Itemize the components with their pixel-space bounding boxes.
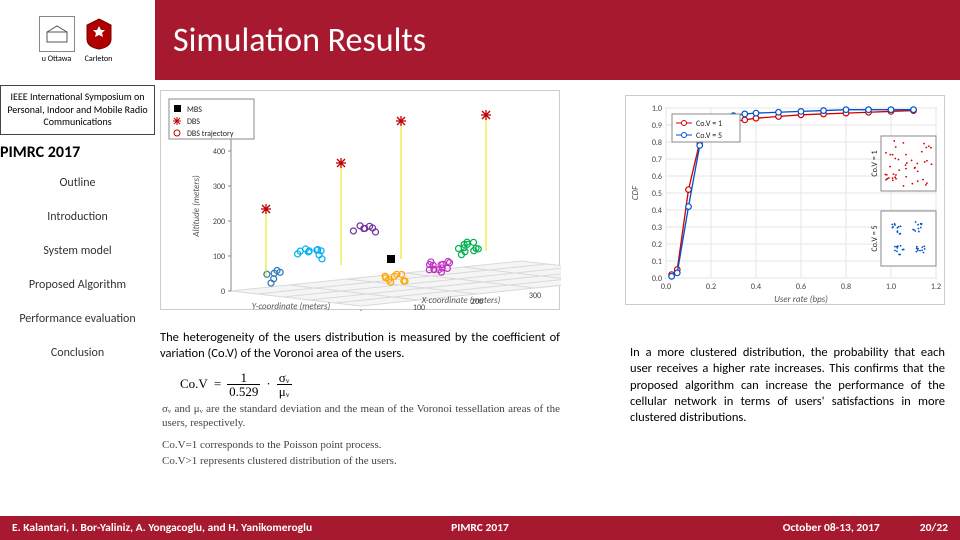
svg-text:200: 200 bbox=[471, 297, 483, 307]
svg-text:0.1: 0.1 bbox=[652, 257, 662, 267]
left-paragraph: The heterogeneity of the users distribut… bbox=[160, 330, 560, 363]
svg-text:Co.V = 1: Co.V = 1 bbox=[696, 119, 722, 129]
svg-text:100: 100 bbox=[413, 303, 425, 311]
header-bar: u Ottawa Carleton Simulation Results bbox=[0, 0, 960, 80]
footer-date: October 08-13, 2017 bbox=[783, 521, 880, 535]
svg-text:MBS: MBS bbox=[187, 105, 202, 115]
note-cov-gt1: Co.V>1 represents clustered distribution… bbox=[162, 454, 560, 468]
svg-text:Co.V = 5: Co.V = 5 bbox=[870, 225, 880, 251]
svg-text:0.2: 0.2 bbox=[652, 240, 662, 250]
svg-text:0.3: 0.3 bbox=[652, 223, 662, 233]
svg-text:0.6: 0.6 bbox=[796, 282, 806, 292]
footer-bar: E. Kalantari, I. Bor-Yaliniz, A. Yongaco… bbox=[0, 516, 960, 540]
svg-text:300: 300 bbox=[529, 291, 541, 301]
main-content: 0100200300400500Altitude (meters)X-coord… bbox=[160, 85, 952, 510]
note-sigma-mu: σᵥ and μᵥ are the standard deviation and… bbox=[162, 402, 560, 431]
nav-system-model[interactable]: System model bbox=[0, 234, 155, 268]
nav-proposed-alg[interactable]: Proposed Algorithm bbox=[0, 268, 155, 302]
svg-text:1.0: 1.0 bbox=[886, 282, 896, 292]
footer-venue: PIMRC 2017 bbox=[451, 521, 509, 535]
symposium-box: IEEE International Symposium on Personal… bbox=[0, 85, 155, 135]
nav-introduction[interactable]: Introduction bbox=[0, 200, 155, 234]
text-right-block: In a more clustered distribution, the pr… bbox=[630, 345, 945, 426]
nav-perf-eval[interactable]: Performance evaluation bbox=[0, 302, 155, 336]
svg-text:0.4: 0.4 bbox=[751, 282, 761, 292]
pimrc-label: PIMRC 2017 bbox=[0, 135, 155, 166]
carleton-logo: Carleton bbox=[81, 16, 117, 64]
nav-outline[interactable]: Outline bbox=[0, 166, 155, 200]
svg-text:0.9: 0.9 bbox=[652, 121, 662, 131]
footer-authors: E. Kalantari, I. Bor-Yaliniz, A. Yongaco… bbox=[12, 521, 312, 535]
svg-text:0.6: 0.6 bbox=[652, 172, 662, 182]
svg-text:0: 0 bbox=[359, 309, 363, 311]
sidebar: IEEE International Symposium on Personal… bbox=[0, 85, 155, 370]
svg-text:0: 0 bbox=[221, 287, 225, 297]
logo-area: u Ottawa Carleton bbox=[0, 0, 155, 80]
svg-text:0.8: 0.8 bbox=[652, 138, 662, 148]
svg-text:DBS trajectory: DBS trajectory bbox=[187, 129, 234, 139]
svg-text:Altitude (meters): Altitude (meters) bbox=[191, 175, 202, 238]
footer-page: 20/22 bbox=[920, 521, 948, 535]
svg-text:0.8: 0.8 bbox=[841, 282, 851, 292]
svg-text:CDF: CDF bbox=[630, 185, 641, 200]
formula-dot: · bbox=[266, 376, 270, 393]
nav-conclusion[interactable]: Conclusion bbox=[0, 336, 155, 370]
uottawa-caption: u Ottawa bbox=[42, 54, 72, 64]
svg-text:DBS: DBS bbox=[187, 117, 200, 127]
svg-text:0.7: 0.7 bbox=[652, 155, 662, 165]
svg-text:0.5: 0.5 bbox=[652, 189, 662, 199]
svg-text:Co.V = 1: Co.V = 1 bbox=[870, 150, 880, 176]
svg-text:400: 400 bbox=[213, 147, 225, 157]
svg-text:0.0: 0.0 bbox=[661, 282, 671, 292]
formula-frac1: 1 0.529 bbox=[227, 371, 260, 398]
formula-frac2: σᵥ μᵥ bbox=[277, 371, 292, 398]
uottawa-logo: u Ottawa bbox=[39, 16, 75, 64]
svg-text:User rate (bps): User rate (bps) bbox=[774, 294, 828, 305]
note-cov1: Co.V=1 corresponds to the Poisson point … bbox=[162, 438, 560, 452]
formula-eq: = bbox=[214, 376, 221, 393]
page-title: Simulation Results bbox=[173, 20, 426, 61]
figure-cdf: 0.00.10.20.30.40.50.60.70.80.91.00.00.20… bbox=[625, 95, 945, 305]
svg-text:Co.V = 5: Co.V = 5 bbox=[696, 131, 722, 141]
svg-text:100: 100 bbox=[213, 252, 225, 262]
svg-text:300: 300 bbox=[213, 182, 225, 192]
figure-3d-scatter: 0100200300400500Altitude (meters)X-coord… bbox=[160, 90, 560, 310]
text-left-block: The heterogeneity of the users distribut… bbox=[160, 330, 560, 469]
svg-text:Y-coordinate (meters): Y-coordinate (meters) bbox=[252, 301, 331, 311]
svg-text:0.2: 0.2 bbox=[706, 282, 716, 292]
right-paragraph: In a more clustered distribution, the pr… bbox=[630, 345, 945, 426]
svg-text:0.4: 0.4 bbox=[652, 206, 662, 216]
cov-formula: Co.V = 1 0.529 · σᵥ μᵥ bbox=[180, 371, 560, 398]
carleton-caption: Carleton bbox=[85, 54, 113, 64]
svg-text:1.2: 1.2 bbox=[931, 282, 941, 292]
svg-text:X-coordinate (meters): X-coordinate (meters) bbox=[421, 295, 501, 306]
svg-text:200: 200 bbox=[213, 217, 225, 227]
svg-text:1.0: 1.0 bbox=[652, 104, 662, 114]
formula-lhs: Co.V bbox=[180, 376, 208, 393]
